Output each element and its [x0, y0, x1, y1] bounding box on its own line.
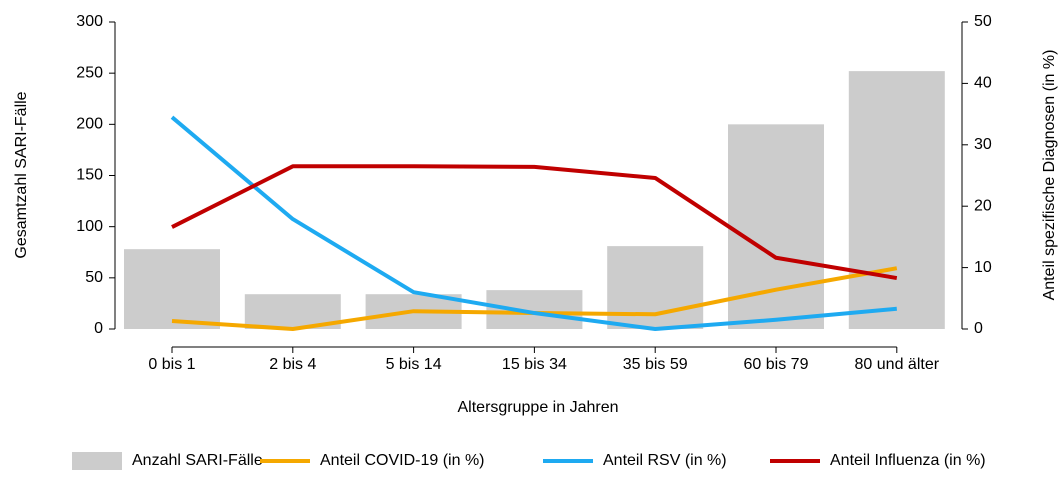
- y2-axis-title: Anteil spezifische Diagnosen (in %): [1041, 50, 1058, 301]
- bar: [486, 290, 583, 329]
- x-tick-label: 0 bis 1: [148, 356, 195, 373]
- y2-tick-label: 20: [974, 197, 992, 214]
- y-tick-label: 300: [76, 13, 103, 30]
- legend-label: Anteil Influenza (in %): [830, 452, 986, 469]
- bar: [124, 249, 220, 329]
- x-tick-label: 15 bis 34: [502, 356, 567, 373]
- legend-swatch: [72, 452, 122, 470]
- y-tick-label: 100: [76, 218, 103, 235]
- legend-label: Anteil RSV (in %): [603, 452, 727, 469]
- legend-label: Anteil COVID-19 (in %): [320, 452, 485, 469]
- x-tick-label: 35 bis 59: [623, 356, 688, 373]
- x-tick-label: 80 und älter: [855, 356, 940, 373]
- line: [171, 164, 898, 281]
- x-tick-label: 2 bis 4: [269, 356, 316, 373]
- x-axis-title: Altersgruppe in Jahren: [458, 399, 619, 416]
- bar: [607, 246, 704, 329]
- y-tick-label: 200: [76, 116, 103, 133]
- y-axis-title: Gesamtzahl SARI-Fälle: [13, 91, 30, 258]
- legend-label: Anzahl SARI-Fälle: [132, 452, 263, 469]
- y-tick-label: 0: [94, 320, 103, 337]
- y2-tick-label: 50: [974, 13, 992, 30]
- y-tick-label: 50: [85, 269, 103, 286]
- y2-tick-label: 0: [974, 320, 983, 337]
- y2-tick-label: 30: [974, 136, 992, 153]
- x-tick-label: 5 bis 14: [386, 356, 442, 373]
- y2-tick-label: 10: [974, 259, 992, 276]
- line: [170, 115, 897, 331]
- bar: [848, 71, 945, 330]
- y-tick-label: 250: [76, 64, 103, 81]
- y-tick-label: 150: [76, 167, 103, 184]
- x-tick-label: 60 bis 79: [744, 356, 809, 373]
- y2-tick-label: 40: [974, 75, 992, 92]
